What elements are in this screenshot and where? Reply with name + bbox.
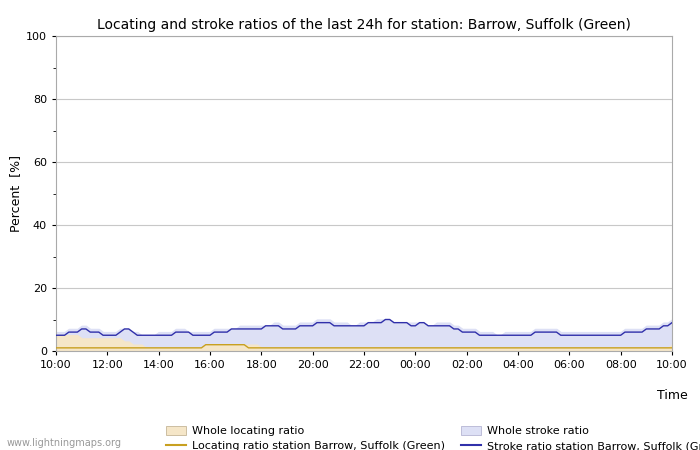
Legend: Whole locating ratio, Locating ratio station Barrow, Suffolk (Green), Whole stro: Whole locating ratio, Locating ratio sta…: [167, 426, 700, 450]
Title: Locating and stroke ratios of the last 24h for station: Barrow, Suffolk (Green): Locating and stroke ratios of the last 2…: [97, 18, 631, 32]
Text: www.lightningmaps.org: www.lightningmaps.org: [7, 438, 122, 448]
X-axis label: Time: Time: [657, 389, 687, 402]
Y-axis label: Percent  [%]: Percent [%]: [9, 155, 22, 232]
